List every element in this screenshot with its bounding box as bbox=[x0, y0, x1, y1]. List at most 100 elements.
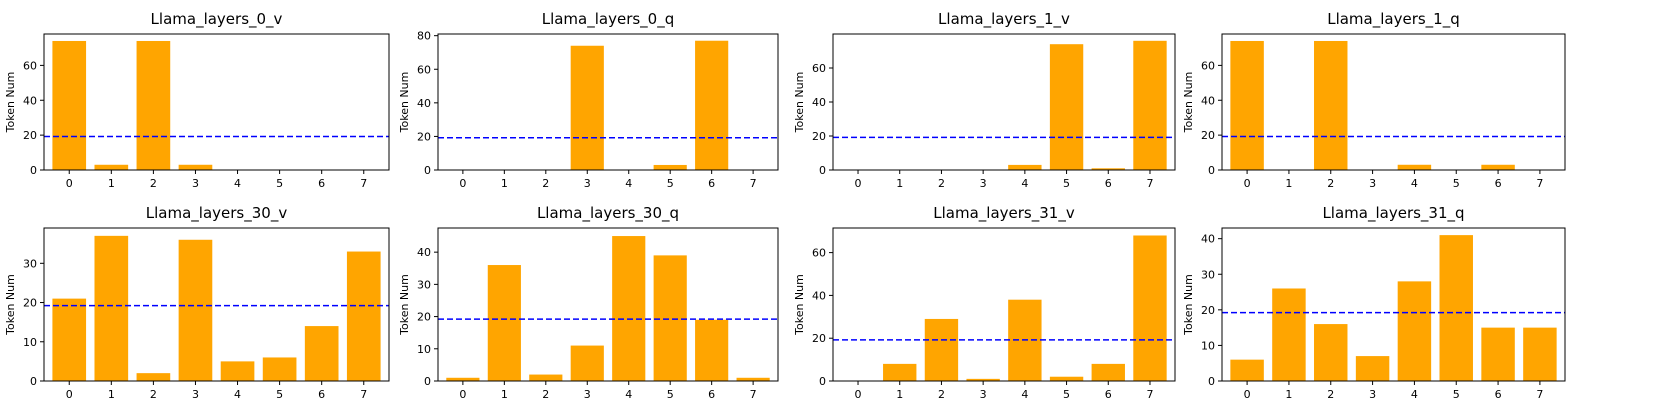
x-tick-label-1: 1 bbox=[501, 388, 508, 401]
y-tick-label-20: 20 bbox=[812, 130, 826, 143]
subplot-3: 0 1 2 3 4 5 6 7 0 20 40 60 Token Num Llama_layers_1_v bbox=[793, 10, 1176, 190]
x-tick-label-3: 3 bbox=[584, 177, 591, 190]
x-tick-label-3: 3 bbox=[1369, 388, 1376, 401]
x-tick-label-6: 6 bbox=[1495, 177, 1502, 190]
x-tick-label-0: 0 bbox=[855, 388, 862, 401]
bar-7 bbox=[1133, 40, 1167, 170]
bar-7 bbox=[346, 251, 381, 381]
bar-5 bbox=[1049, 376, 1084, 381]
y-tick-label-20: 20 bbox=[1201, 304, 1215, 317]
bar-3 bbox=[178, 239, 213, 381]
x-tick-label-5: 5 bbox=[276, 388, 283, 401]
y-tick-label-60: 60 bbox=[1201, 59, 1215, 72]
bar-7 bbox=[736, 377, 770, 381]
x-tick-label-5: 5 bbox=[1453, 177, 1460, 190]
y-tick-label-60: 60 bbox=[23, 59, 37, 72]
bar-6 bbox=[1091, 363, 1125, 381]
subplot-title: Llama_layers_1_v bbox=[938, 10, 1070, 29]
axes-frame bbox=[43, 33, 390, 171]
y-tick-label-20: 20 bbox=[417, 130, 431, 143]
x-tick-label-2: 2 bbox=[938, 388, 945, 401]
subplot-title: Llama_layers_0_q bbox=[542, 10, 675, 29]
bar-1 bbox=[487, 265, 521, 381]
axes-frame bbox=[43, 227, 390, 382]
y-axis-label: Token Num bbox=[398, 72, 411, 134]
x-tick-label-6: 6 bbox=[318, 177, 325, 190]
x-tick-label-3: 3 bbox=[584, 388, 591, 401]
bar-3 bbox=[178, 164, 213, 170]
y-axis-label: Token Num bbox=[4, 274, 17, 336]
x-tick-label-3: 3 bbox=[980, 388, 987, 401]
bar-2 bbox=[136, 373, 171, 381]
bar-4 bbox=[220, 361, 255, 381]
x-tick-label-5: 5 bbox=[1453, 388, 1460, 401]
y-axis-label: Token Num bbox=[793, 274, 806, 336]
bar-3 bbox=[1355, 356, 1390, 381]
bar-2 bbox=[136, 40, 171, 170]
x-tick-label-5: 5 bbox=[276, 177, 283, 190]
bar-5 bbox=[262, 357, 297, 381]
x-tick-label-1: 1 bbox=[896, 388, 903, 401]
y-tick-label-30: 30 bbox=[1201, 268, 1215, 281]
y-tick-label-0: 0 bbox=[30, 164, 37, 177]
y-axis-label: Token Num bbox=[4, 72, 17, 134]
x-tick-label-2: 2 bbox=[542, 177, 549, 190]
bar-0 bbox=[1230, 40, 1264, 170]
x-tick-label-2: 2 bbox=[542, 388, 549, 401]
bar-5 bbox=[653, 255, 687, 381]
x-tick-label-2: 2 bbox=[150, 388, 157, 401]
y-tick-label-40: 40 bbox=[812, 289, 826, 302]
y-tick-label-0: 0 bbox=[1208, 375, 1215, 388]
y-tick-label-0: 0 bbox=[819, 375, 826, 388]
bar-2 bbox=[924, 318, 959, 381]
x-tick-label-3: 3 bbox=[1369, 177, 1376, 190]
x-tick-label-6: 6 bbox=[1495, 388, 1502, 401]
bar-5 bbox=[1439, 235, 1473, 381]
x-tick-label-4: 4 bbox=[1411, 177, 1418, 190]
bar-6 bbox=[695, 40, 729, 170]
x-tick-label-0: 0 bbox=[66, 177, 73, 190]
x-tick-label-7: 7 bbox=[750, 388, 757, 401]
bar-6 bbox=[695, 319, 729, 381]
x-tick-label-6: 6 bbox=[1105, 177, 1112, 190]
bar-4 bbox=[1008, 164, 1042, 170]
axes-frame bbox=[1221, 33, 1566, 171]
bar-3 bbox=[966, 378, 1000, 381]
bar-4 bbox=[1397, 164, 1432, 170]
bar-1 bbox=[883, 363, 917, 381]
subplot-5: 0 1 2 3 4 5 6 7 0 10 20 30 Token Num Llama_layers_30_… bbox=[4, 204, 390, 401]
bar-6 bbox=[304, 326, 339, 381]
bar-5 bbox=[653, 164, 687, 170]
axes-frame bbox=[832, 227, 1176, 382]
bar-7 bbox=[1523, 327, 1557, 381]
subplot-title: Llama_layers_0_v bbox=[151, 10, 283, 29]
x-tick-label-2: 2 bbox=[1327, 177, 1334, 190]
x-tick-label-4: 4 bbox=[1411, 388, 1418, 401]
bar-2 bbox=[529, 374, 563, 381]
y-tick-label-40: 40 bbox=[23, 94, 37, 107]
bar-2 bbox=[1314, 324, 1348, 381]
x-tick-label-6: 6 bbox=[708, 388, 715, 401]
bar-0 bbox=[1230, 359, 1264, 381]
bar-6 bbox=[1481, 164, 1515, 170]
bar-7 bbox=[1133, 235, 1167, 381]
x-tick-label-1: 1 bbox=[501, 177, 508, 190]
x-tick-label-2: 2 bbox=[1327, 388, 1334, 401]
y-tick-label-10: 10 bbox=[417, 343, 431, 356]
x-tick-label-6: 6 bbox=[1105, 388, 1112, 401]
y-tick-label-30: 30 bbox=[23, 257, 37, 270]
bar-0 bbox=[52, 298, 87, 381]
y-tick-label-30: 30 bbox=[417, 278, 431, 291]
x-tick-label-4: 4 bbox=[1021, 388, 1028, 401]
y-tick-label-10: 10 bbox=[23, 336, 37, 349]
y-tick-label-20: 20 bbox=[417, 311, 431, 324]
x-tick-label-4: 4 bbox=[1021, 177, 1028, 190]
y-tick-label-0: 0 bbox=[424, 375, 431, 388]
subplot-title: Llama_layers_30_q bbox=[537, 204, 679, 223]
bar-1 bbox=[94, 164, 129, 170]
x-tick-label-7: 7 bbox=[1536, 177, 1543, 190]
x-tick-label-5: 5 bbox=[667, 177, 674, 190]
y-tick-label-0: 0 bbox=[424, 164, 431, 177]
subplot-title: Llama_layers_30_v bbox=[146, 204, 288, 223]
